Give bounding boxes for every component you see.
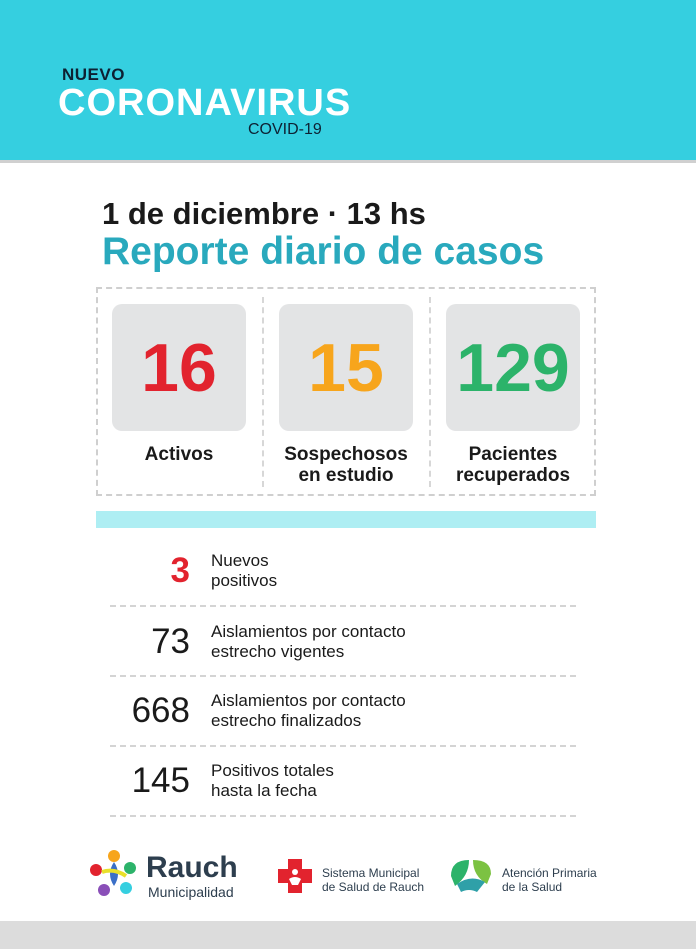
stats-divider — [429, 297, 431, 487]
atencion-primaria-text: Atención Primaria de la Salud — [502, 866, 597, 894]
header-subtitle: COVID-19 — [248, 121, 322, 138]
sistema-municipal-line: de Salud de Rauch — [322, 880, 425, 894]
stat-recovered-label: Pacientes recuperados — [433, 444, 593, 486]
row-label: Positivos totales hasta la fecha — [211, 751, 334, 811]
stat-suspect-value: 15 — [279, 304, 413, 431]
rauch-logo-subtitle: Municipalidad — [148, 884, 234, 900]
row-value: 73 — [151, 622, 190, 661]
list-item: 73 Aislamientos por contacto estrecho vi… — [110, 612, 576, 672]
stat-active-value: 16 — [112, 304, 246, 431]
list-item: 668 Aislamientos por contacto estrecho f… — [110, 681, 576, 741]
row-divider — [110, 815, 576, 817]
report-date: 1 de diciembre · 13 hs — [102, 196, 426, 231]
header-kicker: NUEVO — [62, 65, 125, 84]
stat-recovered-value: 129 — [446, 304, 580, 431]
row-value: 145 — [131, 761, 190, 800]
row-divider — [110, 745, 576, 747]
atencion-primaria-line: Atención Primaria — [502, 866, 597, 880]
list-item: 145 Positivos totales hasta la fecha — [110, 751, 576, 811]
rauch-logo-name: Rauch — [146, 851, 238, 884]
stat-label-line: Sospechosos — [284, 444, 408, 465]
report-title: Reporte diario de casos — [102, 230, 545, 273]
row-label-line: Aislamientos por contacto — [211, 691, 406, 710]
stat-label-line: Activos — [144, 444, 214, 465]
row-label: Aislamientos por contacto estrecho final… — [211, 681, 406, 741]
rauch-logo-icon — [90, 850, 136, 896]
row-label-line: Nuevos — [211, 551, 269, 570]
row-value: 3 — [170, 551, 190, 590]
row-label: Aislamientos por contacto estrecho vigen… — [211, 612, 406, 672]
header-title: CORONAVIRUS — [58, 82, 352, 124]
header-banner — [0, 0, 696, 160]
row-label-line: hasta la fecha — [211, 781, 317, 800]
row-label: Nuevos positivos — [211, 541, 277, 601]
row-divider — [110, 605, 576, 607]
sistema-municipal-text: Sistema Municipal de Salud de Rauch — [322, 866, 424, 894]
stat-label-line: en estudio — [298, 465, 394, 486]
section-bar — [96, 511, 596, 528]
stat-suspect-label: Sospechosos en estudio — [266, 444, 426, 486]
atencion-primaria-line: de la Salud — [502, 880, 563, 894]
row-label-line: positivos — [211, 571, 278, 590]
row-divider — [110, 675, 576, 677]
stat-label-line: recuperados — [455, 465, 571, 486]
sistema-municipal-line: Sistema Municipal — [322, 866, 420, 880]
health-cross-icon — [278, 859, 312, 893]
footer-bar — [0, 921, 696, 949]
row-label-line: estrecho vigentes — [211, 642, 345, 661]
handshake-leaf-icon — [451, 860, 491, 892]
row-label-line: Aislamientos por contacto — [211, 622, 406, 641]
stat-label-line: Pacientes — [468, 444, 558, 465]
header-divider — [0, 160, 696, 163]
stats-divider — [262, 297, 264, 487]
stat-active-label: Activos — [99, 444, 259, 465]
row-value: 668 — [131, 691, 190, 730]
row-label-line: estrecho finalizados — [211, 711, 362, 730]
row-label-line: Positivos totales — [211, 761, 334, 780]
stats-panel — [96, 287, 596, 496]
list-item: 3 Nuevos positivos — [110, 541, 576, 601]
